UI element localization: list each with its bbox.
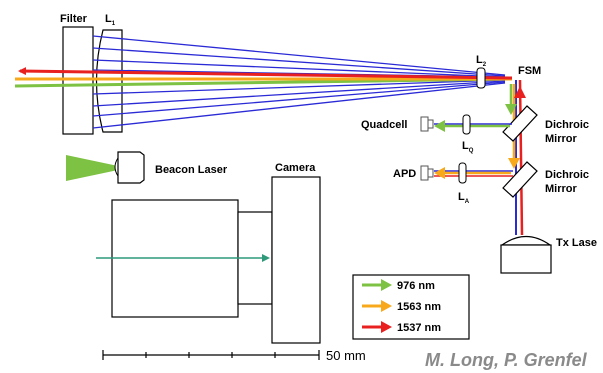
beam-red-vertical: [518, 79, 524, 236]
lens-l1-label: L1: [105, 13, 116, 27]
tx-laser-body: [500, 244, 552, 274]
legend-item-1563: 1563 nm: [362, 300, 441, 313]
lens-la: [458, 162, 467, 184]
orange-arrowhead: [508, 158, 520, 169]
legend-item-976: 976 nm: [362, 279, 435, 292]
filter-label: Filter: [60, 13, 88, 25]
camera-label: Camera: [275, 162, 316, 174]
beacon-laser-label: Beacon Laser: [155, 164, 228, 176]
red-up-arrowhead: [514, 86, 526, 98]
beam-red-main: [18, 67, 513, 80]
beacon-laser-body: [117, 151, 145, 184]
svg-text:976 nm: 976 nm: [397, 280, 435, 292]
svg-text:1537 nm: 1537 nm: [397, 322, 441, 334]
lens-lq: [462, 114, 471, 135]
author-credit: M. Long, P. Grenfel: [425, 350, 588, 370]
lens-l2: [476, 67, 486, 89]
dichroic-1-label-line2: Mirror: [545, 133, 578, 145]
scale-bar: [102, 350, 320, 360]
dichroic-1-label-line1: Dichroic: [545, 119, 589, 131]
dichroic-mirror-2: [502, 161, 538, 198]
tx-laser-lens: [500, 235, 552, 246]
quadcell-label: Quadcell: [361, 119, 407, 131]
legend-item-1537: 1537 nm: [362, 321, 441, 334]
scale-bar-label: 50 mm: [326, 348, 366, 363]
blue-beam-fan: [92, 35, 506, 129]
orange-arrow-apd: [434, 167, 445, 179]
dichroic-2-label-line2: Mirror: [545, 183, 578, 195]
beacon-beam: [66, 155, 118, 181]
apd-connector: [428, 168, 434, 178]
green-arrow-quadcell: [434, 120, 445, 132]
lens-la-label: LA: [458, 191, 470, 205]
dichroic-mirror-1: [502, 105, 538, 142]
apd-body: [420, 165, 429, 181]
tx-laser-label: Tx Lase: [556, 237, 597, 249]
lens-lq-label: LQ: [462, 140, 474, 154]
quadcell-body: [420, 116, 429, 132]
green-arrowhead: [505, 104, 517, 115]
camera-lens-tube: [271, 176, 321, 344]
svg-text:1563 nm: 1563 nm: [397, 301, 441, 313]
quadcell-connector: [428, 119, 434, 129]
dichroic-2-label-line1: Dichroic: [545, 169, 589, 181]
lens-l1: [95, 29, 123, 133]
apd-label: APD: [393, 168, 416, 180]
fsm-label: FSM: [518, 65, 541, 77]
lens-l2-label: L2: [476, 54, 487, 68]
camera-beam-arrowhead: [262, 254, 270, 262]
